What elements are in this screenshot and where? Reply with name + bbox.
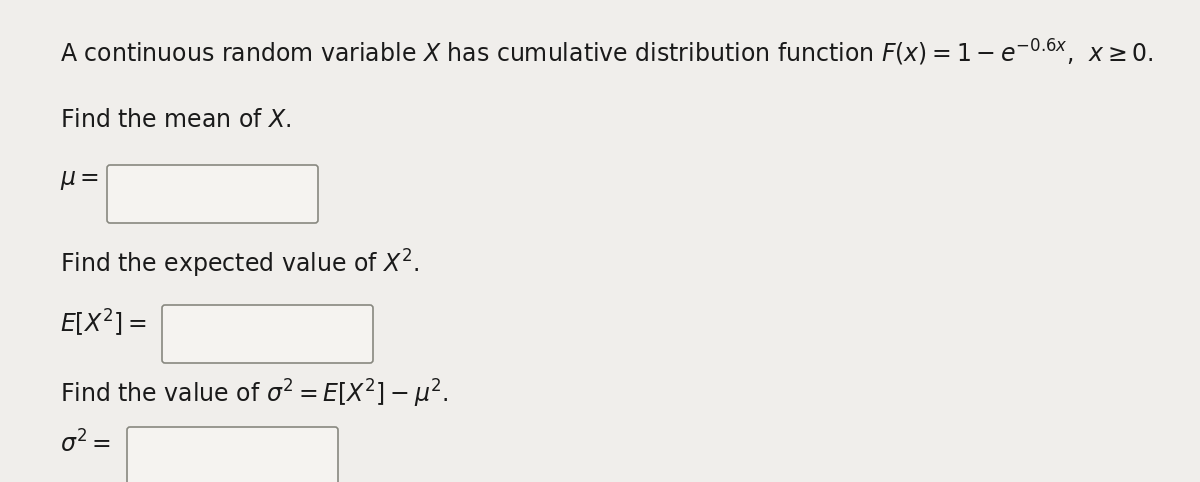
Text: Find the value of $\sigma^2 = E[X^2] - \mu^2$.: Find the value of $\sigma^2 = E[X^2] - \… — [60, 378, 449, 410]
FancyBboxPatch shape — [107, 165, 318, 223]
FancyBboxPatch shape — [162, 305, 373, 363]
Text: $\sigma^2 =$: $\sigma^2 =$ — [60, 430, 112, 457]
FancyBboxPatch shape — [127, 427, 338, 482]
Text: A continuous random variable $X$ has cumulative distribution function $F(x) = 1 : A continuous random variable $X$ has cum… — [60, 38, 1154, 68]
Text: $\mu =$: $\mu =$ — [60, 168, 100, 192]
Text: Find the mean of $X$.: Find the mean of $X$. — [60, 108, 292, 132]
Text: $E[X^2] =$: $E[X^2] =$ — [60, 308, 146, 339]
Text: Find the expected value of $X^2$.: Find the expected value of $X^2$. — [60, 248, 420, 280]
